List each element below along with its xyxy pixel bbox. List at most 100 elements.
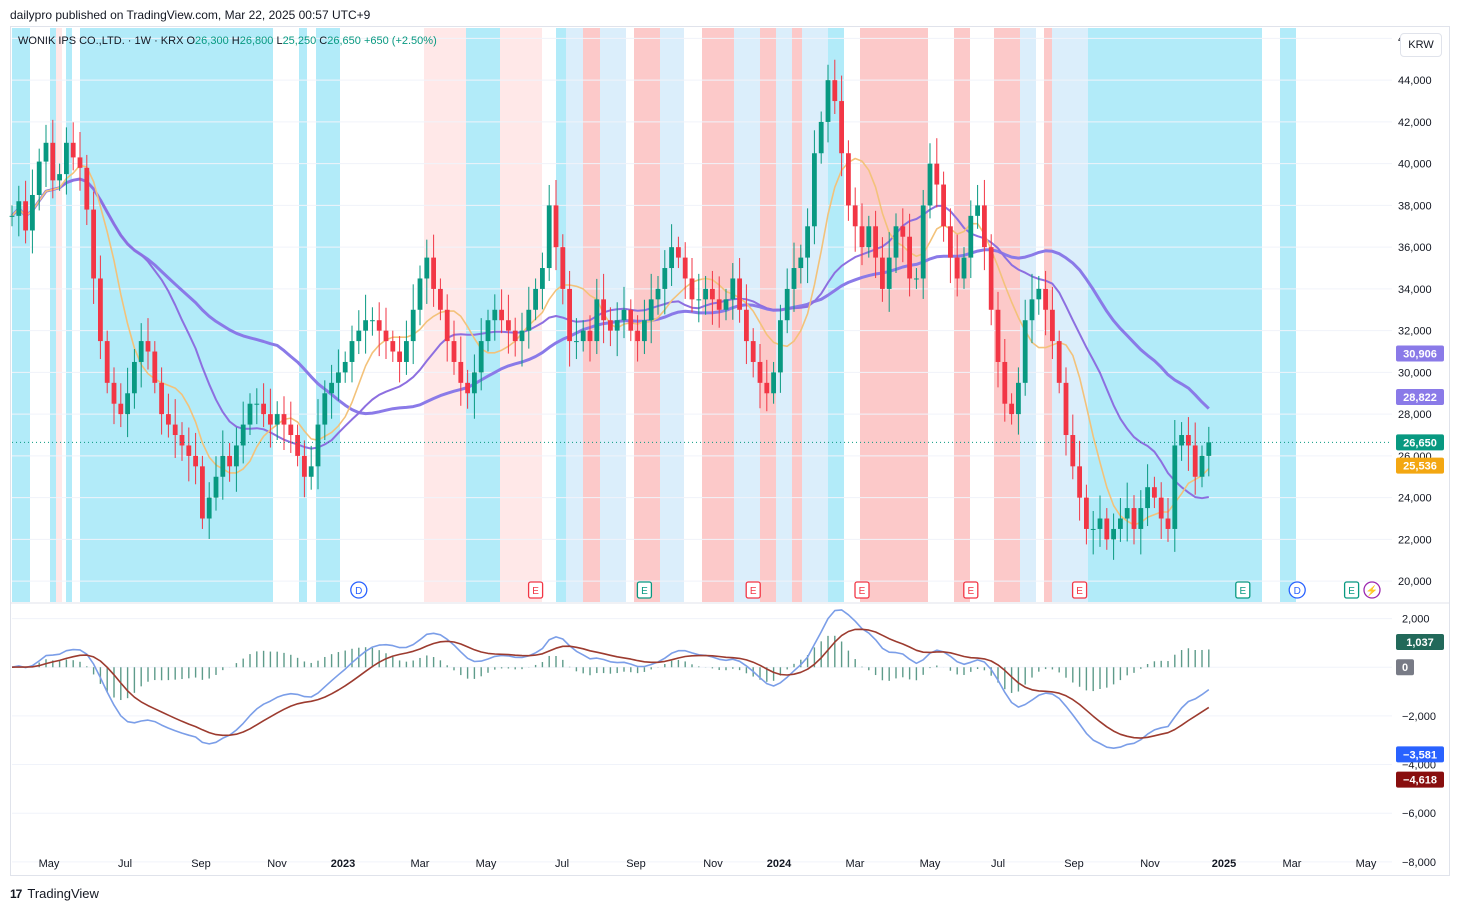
candle-body	[608, 320, 613, 331]
candle-body	[268, 414, 273, 425]
candle-body	[825, 80, 831, 122]
signal-line	[11, 628, 1210, 739]
price-tick-label: 32,000	[1398, 326, 1432, 338]
candle-body	[594, 299, 600, 342]
candle-body	[587, 330, 593, 342]
candle-body	[540, 268, 545, 289]
candle-body	[390, 341, 396, 352]
candle-body	[798, 257, 804, 269]
candle-body	[968, 215, 974, 258]
candle-body	[546, 205, 552, 269]
candle-body	[927, 163, 933, 206]
currency-button[interactable]: KRW	[1400, 33, 1442, 57]
candle-body	[247, 403, 253, 425]
event-marker	[745, 581, 761, 599]
candle-body	[703, 288, 708, 300]
price-tick-label: 28,000	[1398, 409, 1432, 421]
candle-body	[383, 330, 389, 342]
candles	[9, 59, 1212, 560]
price-marker	[1396, 434, 1444, 451]
symbol-name[interactable]: WONIK IPS CO.,LTD. · 1W · KRX	[18, 35, 184, 47]
session-band	[66, 28, 72, 602]
session-band	[500, 28, 542, 602]
candle-body	[689, 278, 695, 300]
candle-body	[342, 361, 348, 373]
candle-body	[580, 330, 586, 342]
session-band	[12, 28, 30, 602]
event-marker-label: E	[750, 586, 757, 597]
candle-body	[363, 320, 368, 331]
candle-body	[628, 309, 634, 331]
candle-body	[43, 142, 49, 162]
candle-body	[193, 455, 198, 467]
session-band	[802, 28, 828, 602]
candle-body	[472, 372, 477, 394]
session-band	[860, 28, 928, 602]
session-band	[50, 28, 56, 602]
candle-body	[478, 341, 484, 373]
price-tick-label: 34,000	[1398, 284, 1432, 296]
candle-body	[1172, 445, 1178, 529]
candle-body	[1186, 435, 1191, 446]
price-tick-label: 30,000	[1398, 367, 1432, 379]
event-marker	[636, 581, 653, 599]
time-tick-label: Sep	[191, 858, 211, 870]
candle-body	[50, 142, 56, 181]
candle-body	[1097, 518, 1103, 529]
macd-marker	[1396, 659, 1414, 676]
time-tick-label: 2024	[767, 858, 792, 870]
time-tick-label: Mar	[411, 858, 430, 870]
open-label: O	[186, 35, 196, 47]
symbol-legend: WONIK IPS CO.,LTD. · 1W · KRX O26,300 H2…	[18, 35, 437, 47]
candle-body	[1077, 466, 1082, 498]
event-marker	[527, 581, 544, 599]
candle-body	[118, 403, 124, 415]
candle-body	[1111, 528, 1116, 540]
high-label: H	[231, 35, 240, 47]
candle-body	[988, 247, 994, 310]
candle-body	[655, 288, 661, 300]
candle-body	[880, 257, 885, 289]
price-marker-label: 26,650	[1403, 437, 1437, 449]
candle-body	[336, 372, 341, 383]
high-value: 26,800	[239, 35, 274, 47]
candle-body	[771, 372, 776, 394]
time-tick-label: Sep	[626, 858, 646, 870]
candle-body	[9, 215, 15, 217]
price-tick-label: 38,000	[1398, 200, 1432, 212]
session-band	[556, 28, 566, 602]
candle-body	[574, 341, 579, 343]
candle-body	[295, 435, 300, 456]
candle-body	[200, 466, 205, 519]
open-value: 26,300	[195, 35, 229, 47]
candle-body	[84, 167, 90, 210]
event-marker	[854, 581, 870, 599]
candle-body	[818, 121, 824, 154]
event-marker-label: E	[1239, 586, 1246, 597]
candle-body	[1118, 518, 1123, 529]
candle-body	[934, 163, 940, 185]
candle-body	[1104, 518, 1110, 540]
candle-body	[70, 142, 76, 158]
time-tick-label: Mar	[1283, 858, 1302, 870]
candle-body	[1090, 528, 1096, 530]
macd-marker-label: 1,037	[1406, 637, 1434, 649]
price-tick-label: 20,000	[1398, 576, 1432, 588]
candle-body	[349, 341, 355, 362]
candle-body	[866, 226, 872, 248]
candle-body	[1056, 341, 1062, 383]
candle-body	[852, 205, 858, 227]
candle-body	[1050, 309, 1055, 342]
time-tick-label: May	[39, 858, 60, 870]
candle-body	[444, 309, 450, 342]
event-marker	[963, 581, 979, 599]
time-tick-label: Nov	[267, 858, 287, 870]
candle-body	[322, 393, 328, 425]
session-band	[760, 28, 776, 602]
candle-body	[648, 299, 654, 321]
candle-body	[30, 194, 35, 231]
candle-body	[1070, 435, 1076, 467]
footer-brand[interactable]: TradingView	[27, 886, 99, 901]
candle-body	[179, 435, 185, 446]
